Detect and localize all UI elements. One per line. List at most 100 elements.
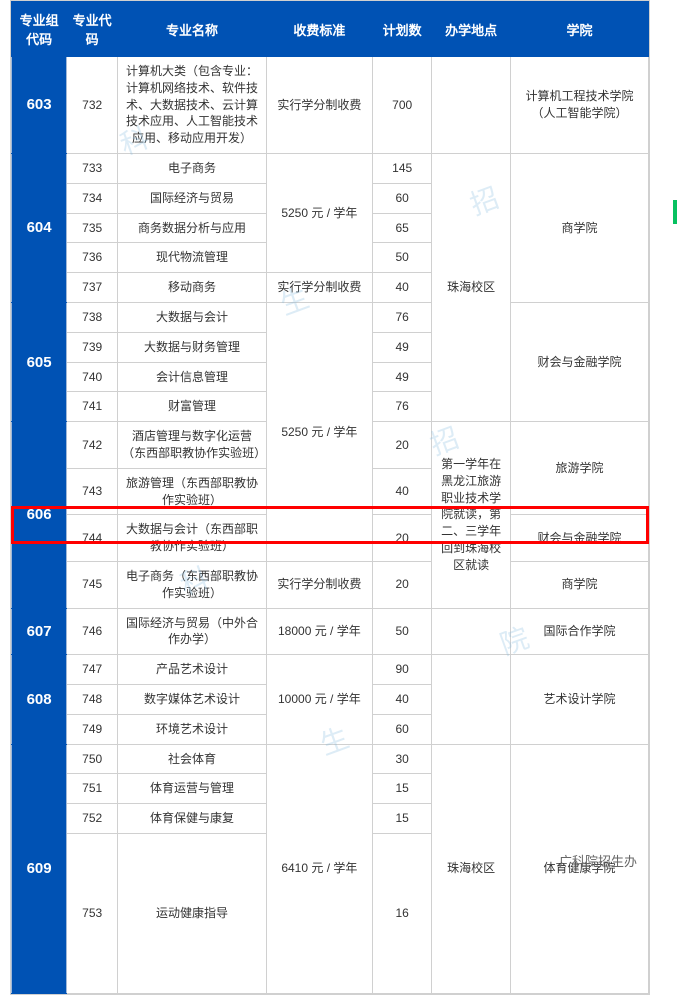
- table-header-row: 专业组代码 专业代码 专业名称 收费标准 计划数 办学地点 学院: [12, 2, 649, 57]
- table-row: 745电子商务（东西部职教协作实验班）实行学分制收费20商学院: [12, 561, 649, 608]
- school-cell: 商学院: [510, 153, 648, 302]
- major-code-cell: 747: [67, 655, 118, 685]
- school-cell: 商学院: [510, 561, 648, 608]
- fee-cell: 6410 元 / 学年: [266, 744, 372, 993]
- major-code-cell: 733: [67, 153, 118, 183]
- fee-cell: 5250 元 / 学年: [266, 153, 372, 272]
- table-row: 609750社会体育6410 元 / 学年30珠海校区体育健康学院: [12, 744, 649, 774]
- plan-cell: 30: [372, 744, 431, 774]
- location-cell: [432, 57, 511, 154]
- location-cell: 第一学年在黑龙江旅游职业技术学院就读，第二、三学年回到珠海校区就读: [432, 422, 511, 608]
- table-row: 605738大数据与会计5250 元 / 学年76财会与金融学院: [12, 302, 649, 332]
- major-name-cell: 计算机大类（包含专业：计算机网络技术、软件技术、大数据技术、云计算技术应用、人工…: [118, 57, 267, 154]
- major-code-cell: 753: [67, 833, 118, 993]
- school-cell: 计算机工程技术学院（人工智能学院）: [510, 57, 648, 154]
- major-name-cell: 酒店管理与数字化运营（东西部职教协作实验班）: [118, 422, 267, 469]
- group-code-cell: 609: [12, 744, 67, 993]
- plan-cell: 15: [372, 804, 431, 834]
- fee-cell: 实行学分制收费: [266, 273, 372, 303]
- plan-cell: 49: [372, 362, 431, 392]
- major-code-cell: 742: [67, 422, 118, 469]
- major-name-cell: 电子商务（东西部职教协作实验班）: [118, 561, 267, 608]
- group-code-cell: 603: [12, 57, 67, 154]
- plan-cell: 90: [372, 655, 431, 685]
- major-code-cell: 746: [67, 608, 118, 655]
- fee-cell: 10000 元 / 学年: [266, 655, 372, 744]
- header-major-name: 专业名称: [118, 2, 267, 57]
- major-name-cell: 国际经济与贸易（中外合作办学）: [118, 608, 267, 655]
- plan-cell: 65: [372, 213, 431, 243]
- fee-cell: 实行学分制收费: [266, 57, 372, 154]
- header-fee: 收费标准: [266, 2, 372, 57]
- major-name-cell: 国际经济与贸易: [118, 183, 267, 213]
- plan-cell: 145: [372, 153, 431, 183]
- major-code-cell: 740: [67, 362, 118, 392]
- school-cell: 财会与金融学院: [510, 302, 648, 421]
- major-code-cell: 743: [67, 468, 118, 515]
- major-code-cell: 739: [67, 332, 118, 362]
- school-cell: 艺术设计学院: [510, 655, 648, 744]
- major-code-cell: 732: [67, 57, 118, 154]
- plan-cell: 50: [372, 243, 431, 273]
- fee-cell: 5250 元 / 学年: [266, 302, 372, 561]
- major-code-cell: 735: [67, 213, 118, 243]
- table-row: 604733电子商务5250 元 / 学年145珠海校区商学院: [12, 153, 649, 183]
- group-code-cell: 606: [12, 422, 67, 608]
- major-code-cell: 741: [67, 392, 118, 422]
- major-code-cell: 748: [67, 684, 118, 714]
- plan-cell: 76: [372, 392, 431, 422]
- school-cell: 旅游学院: [510, 422, 648, 515]
- fee-cell: 实行学分制收费: [266, 561, 372, 608]
- plan-cell: 50: [372, 608, 431, 655]
- plan-cell: 60: [372, 183, 431, 213]
- plan-cell: 20: [372, 422, 431, 469]
- major-code-cell: 750: [67, 744, 118, 774]
- plan-cell: 16: [372, 833, 431, 993]
- major-code-cell: 752: [67, 804, 118, 834]
- plan-cell: 40: [372, 468, 431, 515]
- major-name-cell: 大数据与会计（东西部职教协作实验班）: [118, 515, 267, 562]
- plan-cell: 20: [372, 561, 431, 608]
- header-plan: 计划数: [372, 2, 431, 57]
- major-name-cell: 旅游管理（东西部职教协作实验班）: [118, 468, 267, 515]
- major-code-cell: 749: [67, 714, 118, 744]
- major-name-cell: 财富管理: [118, 392, 267, 422]
- major-code-cell: 736: [67, 243, 118, 273]
- group-code-cell: 605: [12, 302, 67, 421]
- major-code-cell: 751: [67, 774, 118, 804]
- plan-cell: 40: [372, 273, 431, 303]
- table-row: 603732计算机大类（包含专业：计算机网络技术、软件技术、大数据技术、云计算技…: [12, 57, 649, 154]
- table-row: 608747产品艺术设计10000 元 / 学年90艺术设计学院: [12, 655, 649, 685]
- location-cell: 珠海校区: [432, 153, 511, 421]
- major-name-cell: 环境艺术设计: [118, 714, 267, 744]
- school-cell: 国际合作学院: [510, 608, 648, 655]
- major-code-cell: 734: [67, 183, 118, 213]
- major-name-cell: 体育运营与管理: [118, 774, 267, 804]
- plan-cell: 15: [372, 774, 431, 804]
- major-code-cell: 737: [67, 273, 118, 303]
- major-name-cell: 现代物流管理: [118, 243, 267, 273]
- footer-source: 广科院招生办: [559, 851, 637, 870]
- major-name-cell: 移动商务: [118, 273, 267, 303]
- plan-cell: 49: [372, 332, 431, 362]
- major-name-cell: 体育保健与康复: [118, 804, 267, 834]
- header-school: 学院: [510, 2, 648, 57]
- fee-cell: 18000 元 / 学年: [266, 608, 372, 655]
- admissions-table: 专业组代码 专业代码 专业名称 收费标准 计划数 办学地点 学院 603732计…: [11, 1, 649, 994]
- location-cell: [432, 655, 511, 744]
- header-group-code: 专业组代码: [12, 2, 67, 57]
- major-name-cell: 电子商务: [118, 153, 267, 183]
- major-code-cell: 738: [67, 302, 118, 332]
- location-cell: [432, 608, 511, 655]
- table-body: 603732计算机大类（包含专业：计算机网络技术、软件技术、大数据技术、云计算技…: [12, 57, 649, 994]
- plan-cell: 700: [372, 57, 431, 154]
- major-name-cell: 产品艺术设计: [118, 655, 267, 685]
- plan-cell: 20: [372, 515, 431, 562]
- admissions-table-container: 专业组代码 专业代码 专业名称 收费标准 计划数 办学地点 学院 603732计…: [10, 0, 650, 995]
- location-cell: 珠海校区: [432, 744, 511, 993]
- group-code-cell: 604: [12, 153, 67, 302]
- group-code-cell: 608: [12, 655, 67, 744]
- plan-cell: 60: [372, 714, 431, 744]
- plan-cell: 40: [372, 684, 431, 714]
- major-code-cell: 744: [67, 515, 118, 562]
